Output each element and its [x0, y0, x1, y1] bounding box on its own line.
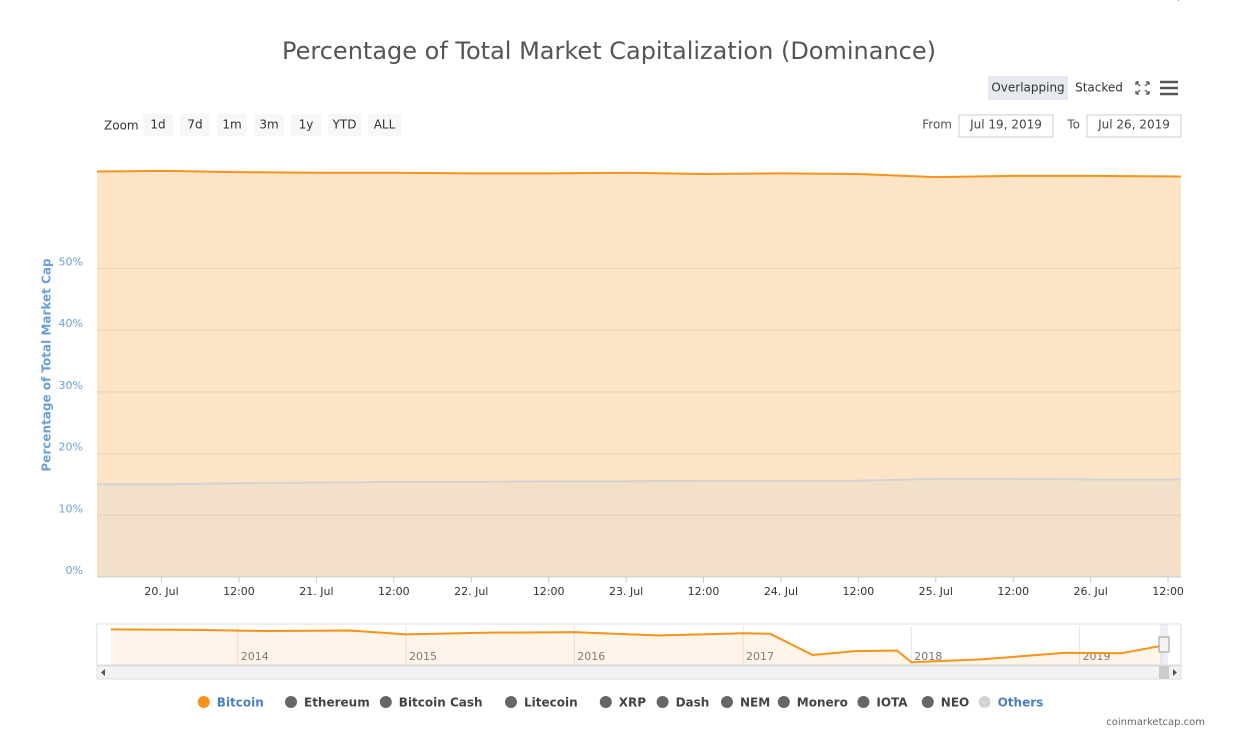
view-mode-label[interactable]: Stacked [1075, 81, 1123, 95]
x-tick-label: 12:00 [1152, 585, 1184, 598]
series-line [96, 169, 1182, 179]
navigator-tick-label: 2018 [914, 650, 942, 663]
y-tick-label: 20% [59, 441, 83, 454]
x-tick-label: 12:00 [533, 585, 565, 598]
legend-symbol[interactable] [921, 696, 934, 708]
x-tick-label: 20. Jul [144, 585, 178, 598]
y-axis-title: Percentage of Total Market Cap [40, 258, 54, 472]
legend-symbol[interactable] [285, 696, 297, 708]
legend-symbol[interactable] [197, 696, 210, 708]
x-tick-label: 12:00 [688, 585, 720, 598]
fullscreen-icon[interactable] [1135, 81, 1150, 95]
legend-label[interactable]: NEM [740, 696, 770, 710]
scroll-right-arrow[interactable] [1173, 669, 1177, 676]
to-input[interactable] [1086, 114, 1182, 138]
scrollbar-thumb[interactable] [1159, 666, 1169, 679]
navigator-tick-label: 2015 [409, 650, 437, 663]
series-area [97, 170, 1181, 578]
legend-symbol[interactable] [721, 696, 733, 708]
x-tick-label: 21. Jul [299, 585, 333, 598]
view-mode-button[interactable] [988, 76, 1068, 100]
legend-symbol[interactable] [777, 696, 790, 708]
x-tick-label: 26. Jul [1074, 585, 1108, 598]
x-tick-label: 12:00 [997, 585, 1029, 598]
legend-label[interactable]: Bitcoin [217, 696, 264, 710]
legend-symbol[interactable] [379, 696, 392, 708]
y-tick-label: 30% [59, 379, 83, 392]
y-tick-label: 0% [66, 564, 83, 577]
zoom-button-label[interactable]: 3m [259, 118, 278, 132]
legend-symbol[interactable] [656, 696, 669, 708]
legend-symbol[interactable] [978, 696, 991, 708]
credits: coinmarketcap.com [1106, 717, 1205, 728]
zoom-button[interactable] [368, 114, 401, 136]
zoom-button[interactable] [254, 114, 284, 136]
zoom-button[interactable] [143, 114, 173, 136]
view-mode-label[interactable]: Overlapping [991, 81, 1064, 95]
zoom-label: Zoom [104, 119, 139, 133]
navigator-tick-label: 2014 [241, 650, 269, 663]
legend-label[interactable]: Ethereum [304, 696, 370, 710]
y-tick-label: 50% [59, 255, 83, 268]
chart-title: Percentage of Total Market Capitalizatio… [282, 37, 936, 65]
legend-symbol[interactable] [857, 696, 870, 708]
zoom-button-label[interactable]: 7d [187, 118, 202, 132]
zoom-button[interactable] [291, 114, 321, 136]
zoom-button[interactable] [217, 114, 247, 136]
zoom-button-label[interactable]: 1y [299, 118, 314, 132]
zoom-button-label[interactable]: ALL [374, 118, 396, 132]
x-tick-label: 25. Jul [919, 585, 953, 598]
zoom-button[interactable] [180, 114, 210, 136]
x-tick-label: 22. Jul [454, 585, 488, 598]
legend-symbol[interactable] [505, 696, 517, 708]
plot-area [96, 169, 1182, 578]
series-area [97, 478, 1181, 577]
credits-top: coinmarketcap.com [1109, 0, 1208, 2]
y-tick-label: 40% [59, 317, 83, 330]
navigator-tick-label: 2017 [746, 650, 774, 663]
from-label: From [922, 118, 952, 132]
legend-label[interactable]: Litecoin [524, 696, 578, 710]
x-tick-label: 12:00 [223, 585, 255, 598]
menu-icon[interactable] [1160, 80, 1178, 96]
scroll-left-arrow[interactable] [101, 669, 105, 676]
x-tick-label: 12:00 [378, 585, 410, 598]
zoom-button-label[interactable]: YTD [332, 118, 357, 132]
to-date[interactable]: Jul 26, 2019 [1097, 118, 1170, 132]
series-line [97, 477, 1181, 486]
x-tick-label: 24. Jul [764, 585, 798, 598]
to-label: To [1066, 118, 1080, 132]
navigator-area [111, 629, 1163, 665]
legend-label[interactable]: Others [998, 696, 1044, 710]
x-tick-label: 23. Jul [609, 585, 643, 598]
scrollbar-track [96, 665, 1182, 680]
navigator-tick-label: 2016 [577, 650, 605, 663]
from-date[interactable]: Jul 19, 2019 [969, 118, 1042, 132]
legend-label[interactable]: IOTA [876, 696, 908, 710]
zoom-button-label[interactable]: 1d [150, 118, 165, 132]
legend-label[interactable]: Dash [676, 696, 710, 710]
navigator-handle[interactable] [1158, 636, 1170, 653]
legend-label[interactable]: Bitcoin Cash [399, 696, 483, 710]
legend-label[interactable]: Monero [797, 696, 848, 710]
zoom-button-label[interactable]: 1m [222, 118, 241, 132]
legend-label[interactable]: NEO [941, 696, 969, 710]
legend-symbol[interactable] [599, 696, 612, 708]
zoom-button[interactable] [328, 114, 361, 136]
x-tick-label: 12:00 [843, 585, 875, 598]
from-input[interactable] [958, 114, 1054, 138]
legend-label[interactable]: XRP [619, 696, 646, 710]
navigator-line [110, 628, 1164, 664]
y-tick-label: 10% [59, 502, 83, 515]
